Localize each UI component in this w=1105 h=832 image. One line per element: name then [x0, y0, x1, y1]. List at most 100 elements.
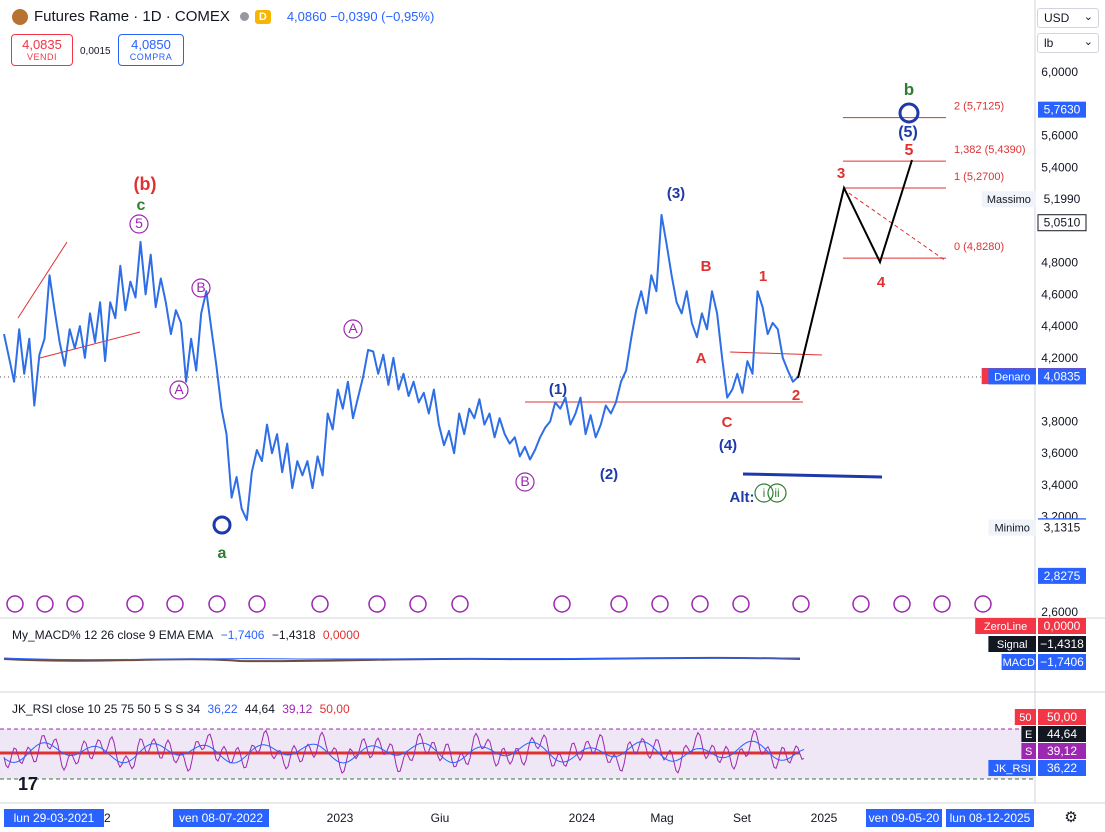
- y-tick-label: 3,4000: [1041, 478, 1078, 492]
- event-marker-icon: [732, 595, 750, 613]
- settings-gear-icon[interactable]: ⚙: [1064, 809, 1078, 826]
- buy-button[interactable]: 4,0850 COMPRA: [118, 34, 184, 66]
- chevron-down-icon: ⌄: [1083, 11, 1093, 23]
- rsi-axis-box: [1038, 709, 1086, 725]
- rsi-tag-box: [1021, 743, 1036, 759]
- fib-level-label: 0 (4,8280): [954, 241, 1004, 253]
- wave-label: A: [696, 350, 707, 367]
- rsi-e-value: 44,64: [244, 702, 275, 716]
- axis-price-label: 4,0835: [1044, 369, 1081, 383]
- rsi-tag-box: [1014, 709, 1036, 725]
- event-marker-icon: [691, 595, 709, 613]
- axis-price-label: 5,7630: [1044, 103, 1081, 117]
- x-axis-date-label: lun 29-03-2021: [14, 811, 95, 825]
- currency-select[interactable]: USD ⌄: [1037, 8, 1099, 28]
- buy-label: COMPRA: [129, 52, 173, 62]
- axis-price-box: [1038, 101, 1086, 118]
- wave-label: B: [701, 258, 712, 275]
- macd-axis-box: [1038, 636, 1086, 652]
- macd-tag-box: [1001, 654, 1036, 670]
- macd-axis-label: −1,7406: [1040, 655, 1084, 669]
- trend-line: [17, 241, 68, 319]
- y-tick-label: 4,6000: [1041, 287, 1078, 301]
- wave-circle: [129, 214, 149, 234]
- macd-axis-label: −1,4318: [1040, 637, 1084, 651]
- wave-label: A: [174, 381, 184, 397]
- rsi-legend[interactable]: JK_RSI close 10 25 75 50 5 S S 34 36,22 …: [12, 702, 354, 716]
- wave-circle: [343, 319, 363, 339]
- wave-label: 4: [877, 274, 886, 291]
- x-axis-date-box: [946, 809, 1034, 827]
- rsi-axis-box: [1038, 726, 1086, 742]
- axis-tag-label: Massimo: [987, 194, 1031, 206]
- wave-label: B: [196, 279, 205, 295]
- fib-level-label: 1,382 (5,4390): [954, 144, 1026, 156]
- event-marker-icon: [126, 595, 144, 613]
- rsi-50-value: 50,00: [319, 702, 350, 716]
- wave-circle: [754, 483, 774, 503]
- macd-axis-box: [1038, 618, 1086, 634]
- wave-circle: [191, 278, 211, 298]
- sell-button[interactable]: 4,0835 VENDI: [11, 34, 73, 66]
- projection-path: [797, 159, 913, 379]
- x-axis-date-label: ven 08-07-2022: [179, 811, 263, 825]
- copper-logo-icon: [12, 8, 28, 25]
- wave-label: (1): [549, 381, 567, 398]
- macd-legend[interactable]: My_MACD% 12 26 close 9 EMA EMA −1,7406 −…: [12, 628, 364, 642]
- event-marker-icon: [651, 595, 669, 613]
- rsi-tag-label: 50: [1019, 712, 1031, 724]
- alt-target-line: [742, 472, 883, 479]
- event-marker-icon: [208, 595, 226, 613]
- wave-label: c: [137, 197, 146, 214]
- delay-badge: D: [254, 9, 271, 24]
- axis-tag-box: [981, 191, 1036, 208]
- y-tick-label: 2,6000: [1041, 605, 1078, 619]
- wave-circle: [515, 472, 535, 492]
- symbol-title[interactable]: Futures Rame · 1D · COMEX: [34, 8, 230, 25]
- fib-level-label: 1 (5,2700): [954, 171, 1004, 183]
- wave-circle-marker: [212, 515, 232, 535]
- macd-tag-label: MACD: [1003, 657, 1035, 669]
- wave-label: (b): [134, 174, 157, 194]
- wave-label: (3): [667, 185, 685, 202]
- unit-select[interactable]: lb ⌄: [1037, 33, 1099, 53]
- buy-price: 4,0850: [131, 37, 171, 52]
- macd-zero-value: 0,0000: [322, 628, 360, 642]
- event-marker-icon: [368, 595, 386, 613]
- y-tick-label: 4,4000: [1041, 319, 1078, 333]
- y-tick-label: 6,0000: [1041, 65, 1078, 79]
- wave-label: B: [520, 473, 529, 489]
- rsi-axis-label: 36,22: [1047, 761, 1077, 775]
- axis-tag-label: Minimo: [994, 523, 1029, 535]
- macd-value: −1,7406: [220, 628, 265, 642]
- wave-label: 5: [905, 142, 914, 159]
- rsi-tag-label: E: [1025, 729, 1032, 741]
- chevron-down-icon: ⌄: [1083, 36, 1093, 48]
- wave-circle: [169, 380, 189, 400]
- wave-label: 2: [792, 387, 800, 404]
- event-marker-icon: [166, 595, 184, 613]
- currency-value: USD: [1044, 11, 1070, 25]
- rsi-axis-box: [1038, 743, 1086, 759]
- wave-circle-marker: [898, 102, 920, 124]
- axis-price-box: [1038, 191, 1086, 208]
- macd-axis-label: 0,0000: [1044, 619, 1081, 633]
- event-marker-icon: [451, 595, 469, 613]
- spread-value: 0,0015: [80, 46, 111, 57]
- rsi-tag-box: [1021, 726, 1036, 742]
- x-axis-date-label: lun 08-12-2025: [950, 811, 1031, 825]
- x-axis-date-box: [866, 809, 942, 827]
- wave-label: (2): [600, 466, 618, 483]
- market-status-icon: [239, 12, 249, 21]
- event-marker-icon: [893, 595, 911, 613]
- macd-axis-box: [1038, 654, 1086, 670]
- rsi-tag-label: S: [1025, 746, 1032, 758]
- rsi-axis-label: 39,12: [1047, 744, 1077, 758]
- wave-label: 5: [135, 215, 143, 231]
- rsi-tag-label: JK_RSI: [994, 763, 1031, 775]
- macd-tag-label: ZeroLine: [984, 621, 1027, 633]
- event-marker-icon: [792, 595, 810, 613]
- event-marker-icon: [553, 595, 571, 613]
- event-marker-icon: [610, 595, 628, 613]
